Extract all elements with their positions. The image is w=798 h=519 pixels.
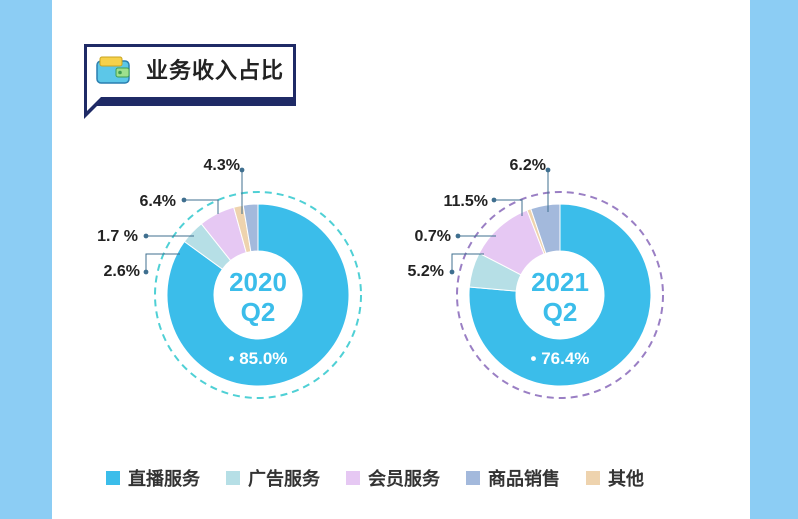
center-label-quarter: Q2 (543, 297, 578, 327)
wallet-icon (96, 56, 130, 84)
legend-item-merchandise: 商品销售 (466, 465, 560, 491)
leader-dot (143, 233, 149, 239)
legend-item-ads: 广告服务 (226, 465, 320, 491)
left-background-band (0, 0, 52, 519)
center-label-quarter: Q2 (241, 297, 276, 327)
legend-label: 直播服务 (128, 469, 200, 489)
center-label-year: 2021 (531, 267, 589, 297)
legend-swatch (346, 471, 360, 485)
center-label-year: 2020 (229, 267, 287, 297)
leader-dot (181, 197, 187, 203)
leader-dot (239, 167, 245, 173)
dashed-outer-ring (154, 191, 362, 399)
data-label: • 85.0% (229, 349, 288, 368)
legend-swatch (226, 471, 240, 485)
data-label: 6.2% (510, 157, 546, 174)
legend-item-membership: 会员服务 (346, 465, 440, 491)
leader-dot (143, 269, 149, 275)
legend-item-live: 直播服务 (106, 465, 200, 491)
leader-line (451, 253, 484, 272)
leader-dot (449, 269, 455, 275)
donut-slice (166, 203, 350, 387)
data-label: 4.3% (204, 157, 240, 174)
leader-dot (491, 197, 497, 203)
data-label: 1.7 % (97, 228, 138, 245)
title-frame (84, 44, 296, 106)
data-label: 2.6% (104, 263, 140, 280)
leader-line (145, 253, 180, 272)
right-background-band (750, 0, 798, 519)
leader-line (184, 199, 219, 214)
legend-label: 会员服务 (368, 469, 440, 489)
legend-swatch (466, 471, 480, 485)
data-label: 5.2% (408, 263, 444, 280)
donut-slice (530, 203, 561, 254)
legend-swatch (106, 471, 120, 485)
legend-swatch (586, 471, 600, 485)
leader-line (494, 199, 523, 216)
data-label: 0.7% (415, 228, 451, 245)
title-speech-tail-inner (87, 97, 101, 111)
legend-label: 广告服务 (248, 469, 320, 489)
legend-label: 商品销售 (488, 469, 560, 489)
donut-slice (468, 203, 652, 387)
leader-dot (545, 167, 551, 173)
data-label: • 76.4% (531, 349, 590, 368)
dashed-outer-ring (456, 191, 664, 399)
data-label: 6.4% (140, 193, 176, 210)
legend-item-other: 其他 (586, 465, 644, 491)
chart-legend: 直播服务 广告服务 会员服务 商品销售 其他 (106, 466, 644, 490)
page-title: 业务收入占比 (146, 58, 285, 83)
data-label: 11.5% (444, 193, 488, 210)
donut-slice (242, 203, 259, 253)
title-frame-shadow (84, 100, 296, 106)
legend-label: 其他 (608, 469, 644, 489)
leader-dot (455, 233, 461, 239)
